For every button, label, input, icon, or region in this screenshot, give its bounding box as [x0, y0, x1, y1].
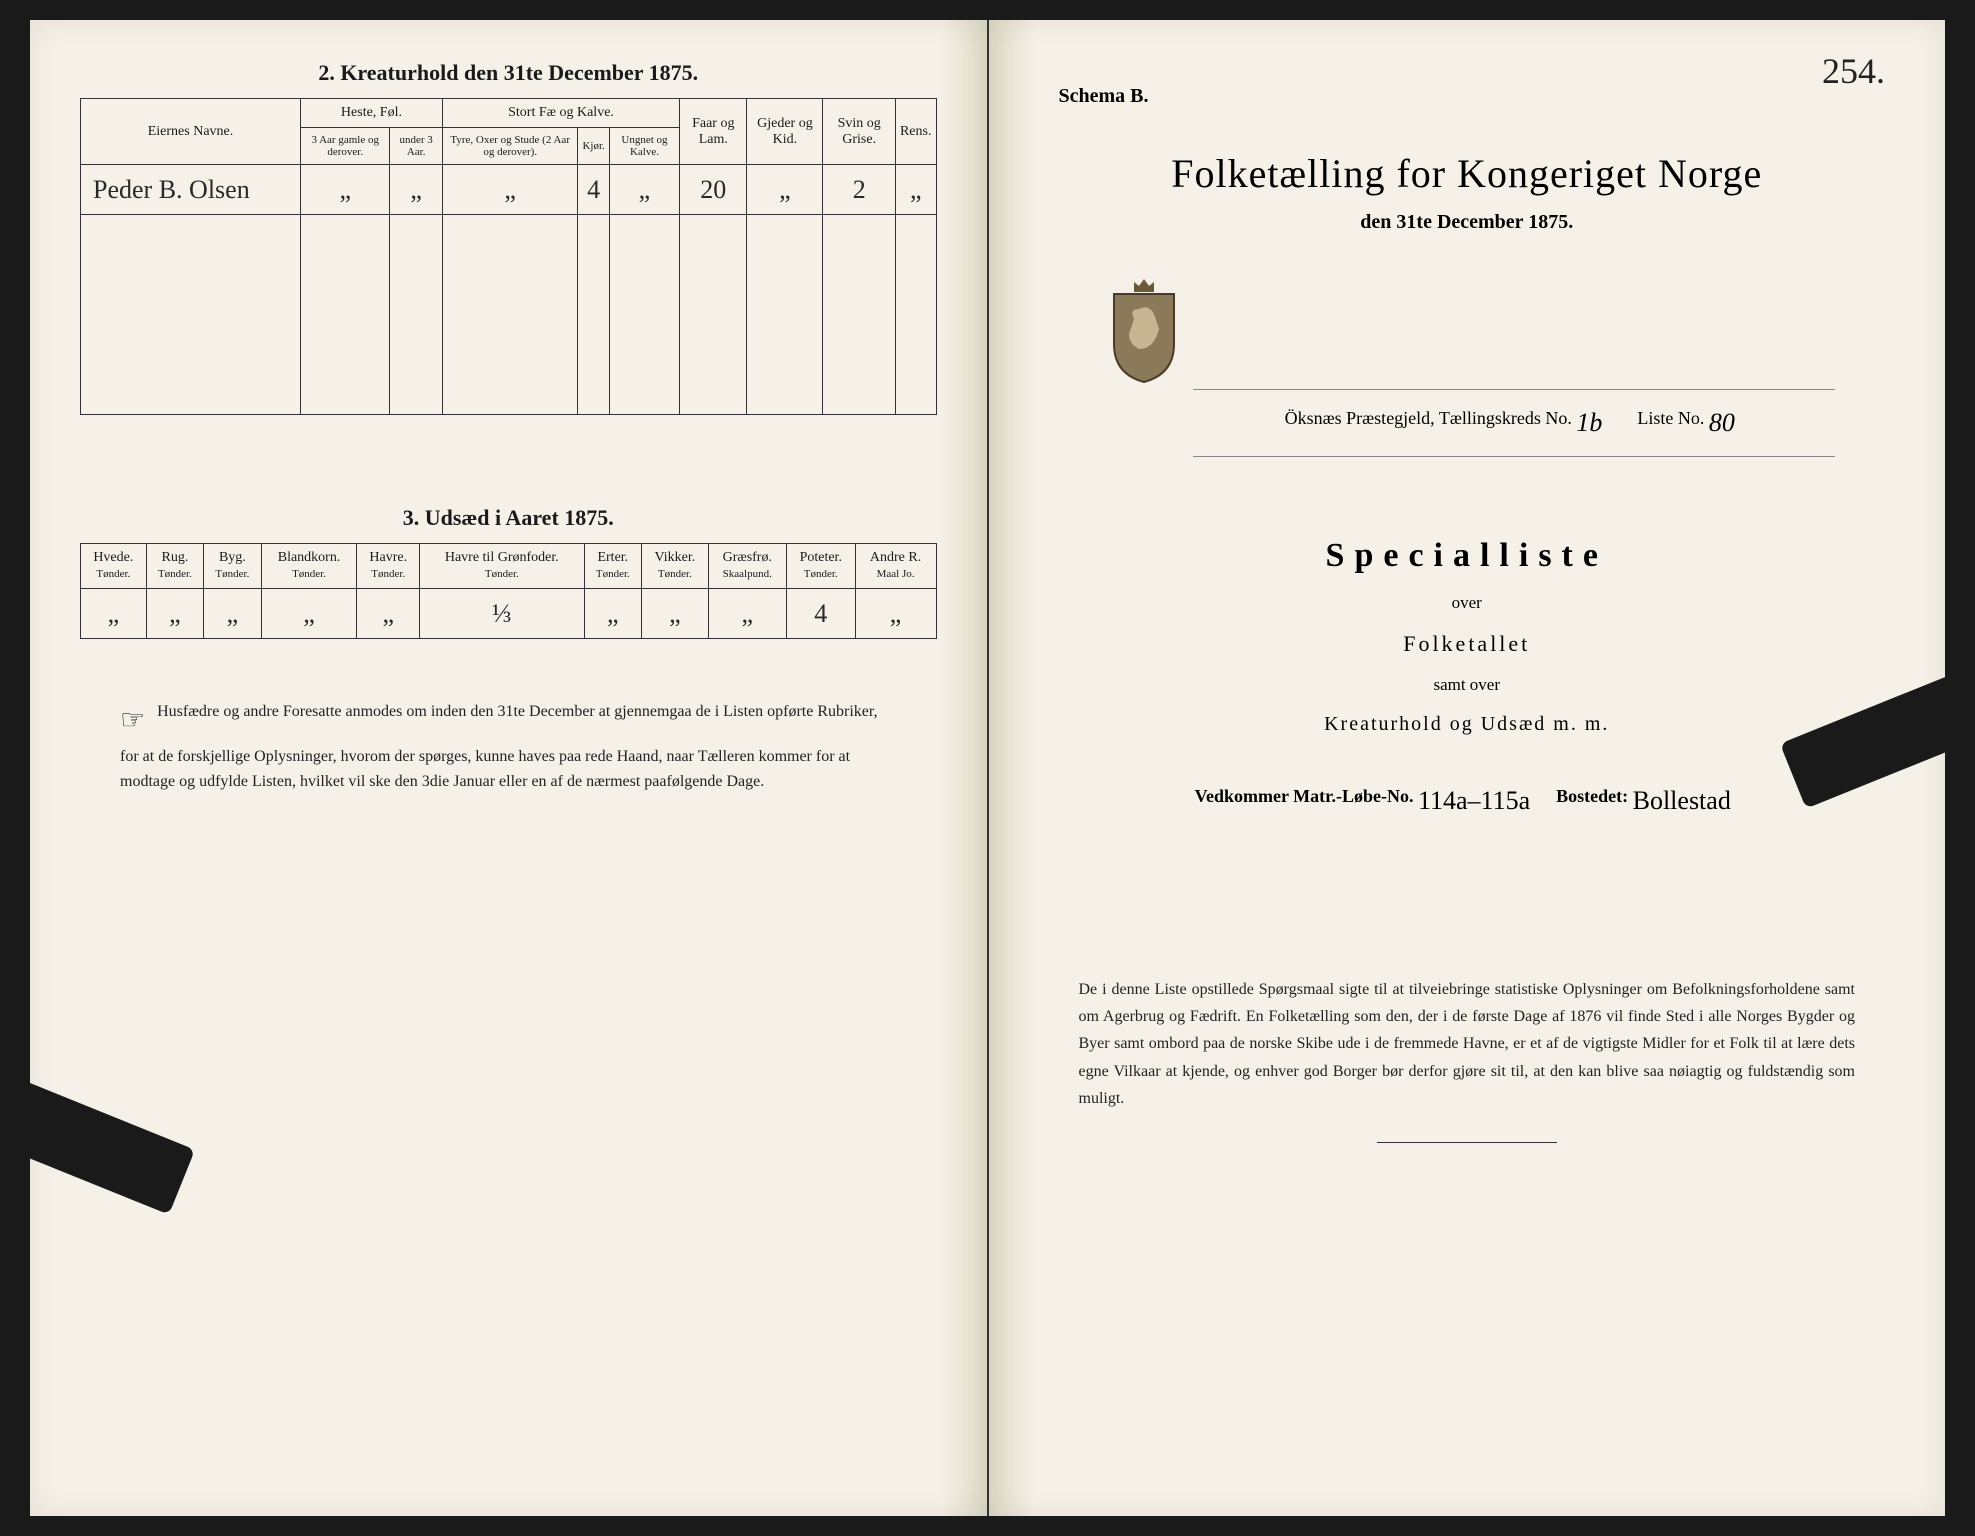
th-svin: Svin og Grise.	[823, 99, 896, 165]
table-row: Peder B. Olsen „ „ „ 4 „ 20 „ 2 „	[81, 165, 937, 215]
th-kjor: Kjør.	[578, 128, 609, 165]
divider	[1377, 1142, 1557, 1143]
vedk-lbl: Vedkommer Matr.-Løbe-No.	[1195, 786, 1414, 806]
spec-kreatur: Kreaturhold og Udsæd m. m.	[1039, 713, 1896, 736]
binder-clip	[0, 1067, 195, 1214]
cell: „	[204, 589, 261, 639]
th: Byg.Tønder.	[204, 544, 261, 589]
section2-title: 2. Kreaturhold den 31te December 1875.	[80, 60, 937, 86]
meta-kreds: 1b	[1576, 408, 1602, 438]
bosted-lbl: Bostedet:	[1556, 786, 1628, 806]
cell: „	[261, 589, 357, 639]
th-u3: under 3 Aar.	[390, 128, 443, 165]
th-stort: Stort Fæ og Kalve.	[442, 99, 679, 128]
th: Hvede.Tønder.	[81, 544, 147, 589]
vedk-no: 114a–115a	[1418, 786, 1530, 816]
meta-line: Öksnæs Præstegjeld, Tællingskreds No. 1b…	[1193, 389, 1835, 457]
th: Græsfrø.Skaalpund.	[708, 544, 786, 589]
th-eier: Eiernes Navne.	[81, 99, 301, 165]
meta-liste-lbl: Liste No.	[1637, 408, 1704, 428]
cell: 20	[680, 165, 747, 215]
th: Havre.Tønder.	[357, 544, 420, 589]
th: Rug.Tønder.	[146, 544, 203, 589]
meta-prefix: Öksnæs Præstegjeld, Tællingskreds No.	[1285, 408, 1572, 428]
th-3aar: 3 Aar gamle og derover.	[301, 128, 390, 165]
table-row: „ „ „ „ „ ⅓ „ „ „ 4 „	[81, 589, 937, 639]
cell: „	[708, 589, 786, 639]
footnote-text: Husfædre og andre Foresatte anmodes om i…	[120, 703, 878, 790]
th-heste: Heste, Føl.	[301, 99, 443, 128]
th: Vikker.Tønder.	[642, 544, 709, 589]
th-gjeder: Gjeder og Kid.	[747, 99, 823, 165]
cell: „	[442, 165, 578, 215]
cell: „	[390, 165, 443, 215]
schema-label: Schema B.	[1059, 85, 1149, 108]
spec-folketallet: Folketallet	[1039, 631, 1896, 657]
cell: „	[895, 165, 936, 215]
kreaturhold-table: Eiernes Navne. Heste, Føl. Stort Fæ og K…	[80, 98, 937, 415]
sub-date: den 31te December 1875.	[1039, 211, 1896, 234]
udsaed-table: Hvede.Tønder. Rug.Tønder. Byg.Tønder. Bl…	[80, 543, 937, 639]
hand-icon: ☞	[120, 699, 145, 744]
vedk-line: Vedkommer Matr.-Løbe-No. 114a–115a Boste…	[1039, 786, 1896, 816]
spec-title: Specialliste	[1039, 537, 1896, 575]
cell: „	[81, 589, 147, 639]
cell: „	[357, 589, 420, 639]
cell: 2	[823, 165, 896, 215]
th: Poteter.Tønder.	[786, 544, 855, 589]
spec-samt: samt over	[1039, 675, 1896, 695]
left-page: 2. Kreaturhold den 31te December 1875. E…	[30, 20, 989, 1516]
cell: ⅓	[420, 589, 585, 639]
th: Andre R.Maal Jo.	[855, 544, 936, 589]
th-faar: Faar og Lam.	[680, 99, 747, 165]
cell: 4	[786, 589, 855, 639]
th: Blandkorn.Tønder.	[261, 544, 357, 589]
book-spread: 2. Kreaturhold den 31te December 1875. E…	[0, 0, 1975, 1536]
th-ung: Ungnet og Kalve.	[609, 128, 679, 165]
cell: „	[855, 589, 936, 639]
cell: „	[584, 589, 641, 639]
cell: „	[747, 165, 823, 215]
cell-name: Peder B. Olsen	[81, 165, 301, 215]
th-rens: Rens.	[895, 99, 936, 165]
cell: „	[609, 165, 679, 215]
table-row-blank	[81, 215, 937, 415]
cell: „	[642, 589, 709, 639]
left-footnote: ☞ Husfædre og andre Foresatte anmodes om…	[80, 699, 937, 795]
main-title: Folketælling for Kongeriget Norge	[1039, 150, 1896, 197]
meta-liste: 80	[1709, 408, 1735, 438]
cell: „	[146, 589, 203, 639]
right-footnote: De i denne Liste opstillede Spørgsmaal s…	[1039, 976, 1896, 1112]
bosted: Bollestad	[1633, 786, 1731, 816]
th: Havre til Grønfoder.Tønder.	[420, 544, 585, 589]
right-page: 254. Schema B. Folketælling for Kongerig…	[989, 20, 1946, 1516]
spec-over: over	[1039, 593, 1896, 613]
cell: „	[301, 165, 390, 215]
cell: 4	[578, 165, 609, 215]
coat-of-arms-icon	[1099, 274, 1189, 384]
th-tyre: Tyre, Oxer og Stude (2 Aar og derover).	[442, 128, 578, 165]
section3-title: 3. Udsæd i Aaret 1875.	[80, 505, 937, 531]
th: Erter.Tønder.	[584, 544, 641, 589]
page-number: 254.	[1822, 50, 1885, 92]
